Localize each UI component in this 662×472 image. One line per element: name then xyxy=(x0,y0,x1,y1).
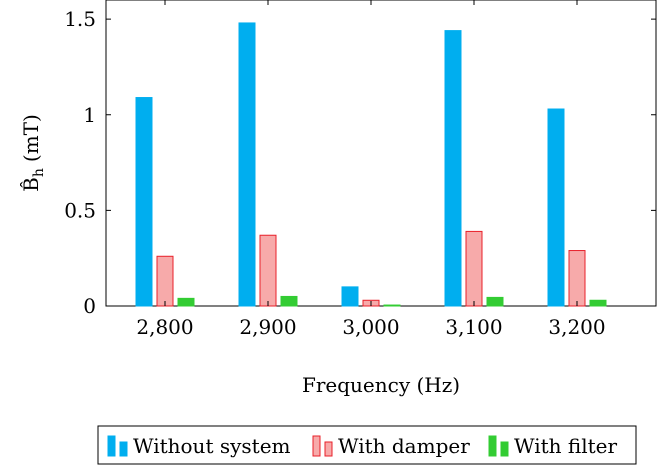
legend-swatch-2-0 xyxy=(488,435,497,457)
y-tick-label-2: 1 xyxy=(83,103,96,127)
bar-series1-3 xyxy=(465,230,483,307)
legend-swatch-1-1 xyxy=(324,441,333,457)
bar-series0-0 xyxy=(135,97,153,307)
bar-series1-0 xyxy=(156,255,174,307)
y-axis-label-symbol: B̂ xyxy=(19,177,43,192)
x-tick-label-1: 2,900 xyxy=(239,315,296,339)
legend-label-2: With filter xyxy=(514,434,617,458)
legend-swatch-0-1 xyxy=(119,441,128,457)
x-tick-label-2: 3,000 xyxy=(342,315,399,339)
bar-series0-1 xyxy=(238,22,256,307)
bar-series0-4 xyxy=(547,108,565,307)
bar-series2-0 xyxy=(177,297,195,307)
bar-series0-2 xyxy=(341,286,359,307)
legend-swatch-2-1 xyxy=(500,441,509,457)
y-tick-label-1: 0.5 xyxy=(64,198,96,222)
x-axis-label: Frequency (Hz) xyxy=(302,373,460,397)
y-tick-label-3: 1.5 xyxy=(64,7,96,31)
bar-series2-2 xyxy=(383,304,401,307)
legend: Without system With damper With filter xyxy=(97,425,637,465)
x-tick-label-0: 2,800 xyxy=(136,315,193,339)
legend-swatch-1-0 xyxy=(312,435,321,457)
legend-label-0: Without system xyxy=(133,434,291,458)
legend-frame xyxy=(97,425,637,465)
x-tick-label-4: 3,200 xyxy=(548,315,605,339)
legend-label-1: With damper xyxy=(338,434,470,458)
plot-frame xyxy=(105,0,657,307)
legend-swatch-0-0 xyxy=(107,435,116,457)
bar-series1-1 xyxy=(259,234,277,307)
y-tick-label-0: 0 xyxy=(83,294,96,318)
x-axis-ticks: 2,800 2,900 3,000 3,100 3,200 xyxy=(136,0,606,339)
bar-series2-1 xyxy=(280,295,298,307)
y-axis-label: B̂h (mT) xyxy=(19,114,47,192)
bars-layer xyxy=(135,22,607,307)
bar-series0-3 xyxy=(444,30,462,307)
y-axis-ticks: 0 0.5 1 1.5 xyxy=(64,7,656,318)
x-tick-label-3: 3,100 xyxy=(445,315,502,339)
bar-series2-3 xyxy=(486,296,504,307)
y-axis-label-unit: (mT) xyxy=(19,114,43,162)
bar-series2-4 xyxy=(589,299,607,307)
bar-series1-4 xyxy=(568,250,586,307)
y-axis-label-subscript: h xyxy=(31,168,47,177)
